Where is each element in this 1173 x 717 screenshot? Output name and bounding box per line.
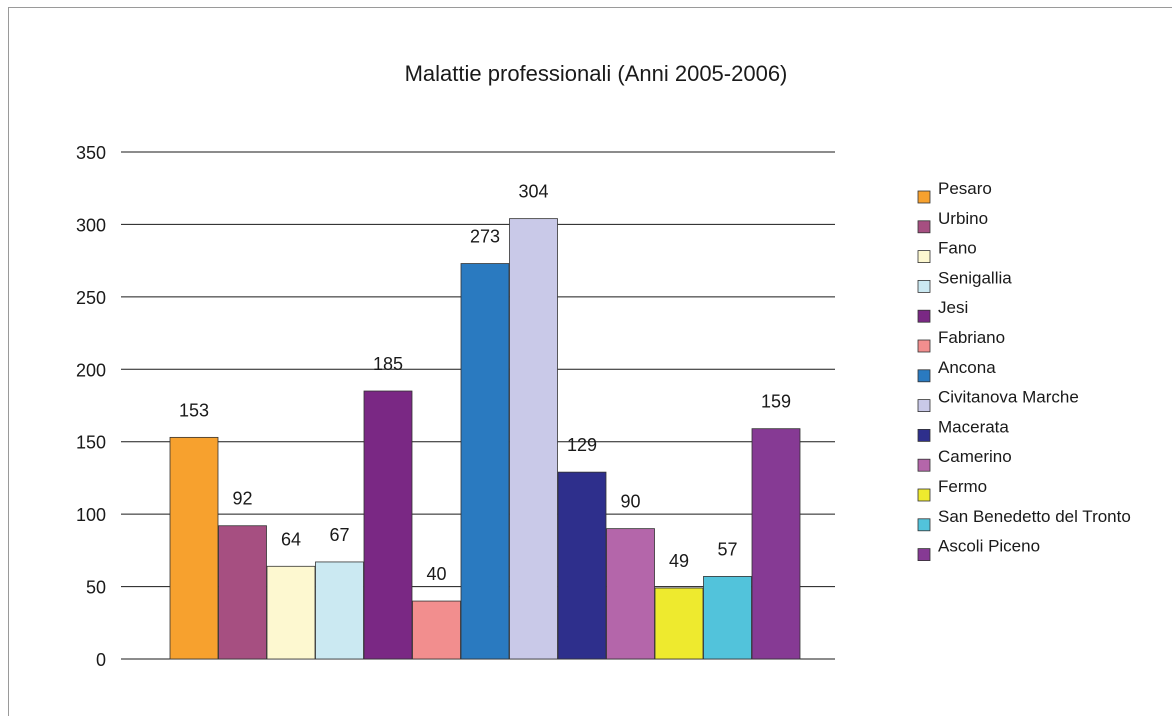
data-label: 49 <box>669 551 689 571</box>
data-label: 159 <box>761 392 791 412</box>
y-tick-label: 50 <box>86 578 106 598</box>
legend-label: Fano <box>938 239 977 258</box>
data-label: 57 <box>717 539 737 559</box>
data-label: 90 <box>620 492 640 512</box>
data-labels: 153 92 64 67 185 40 273 304 129 90 49 57 159 <box>179 182 791 584</box>
data-label: 304 <box>518 182 548 202</box>
bar-fano <box>266 565 316 660</box>
legend-swatch <box>917 190 931 204</box>
y-tick-label: 100 <box>76 505 106 525</box>
data-label: 64 <box>281 529 301 549</box>
bar-san-benedetto-del-tronto <box>703 576 752 660</box>
y-tick-label: 150 <box>76 433 106 453</box>
legend-label: Fabriano <box>938 328 1005 347</box>
legend-label: Civitanova Marche <box>938 388 1079 407</box>
bar-urbino <box>218 525 267 660</box>
y-tick-label: 300 <box>76 215 106 235</box>
legend-label: Camerino <box>938 447 1012 466</box>
y-tick-label: 0 <box>96 650 106 670</box>
legend-swatch <box>917 488 931 502</box>
data-label: 129 <box>567 435 597 455</box>
bars <box>169 218 801 660</box>
legend-label: Fermo <box>938 477 987 496</box>
y-tick-label: 250 <box>76 288 106 308</box>
bar-civitanova-marche <box>509 218 558 660</box>
bar-fermo <box>654 587 704 660</box>
legend-swatch <box>917 428 931 442</box>
legend-label: Ascoli Piceno <box>938 537 1040 556</box>
legend-label: Senigallia <box>938 268 1012 287</box>
legend-swatch <box>917 458 931 472</box>
data-label: 67 <box>329 525 349 545</box>
legend-swatch <box>917 518 931 532</box>
legend-swatch <box>917 309 931 323</box>
bar-macerata <box>557 471 607 660</box>
legend-swatch <box>917 250 931 264</box>
data-label: 273 <box>470 227 500 247</box>
y-tick-label: 350 <box>76 143 106 163</box>
legend-swatch <box>917 339 931 353</box>
bar-jesi <box>363 390 413 660</box>
legend-swatch <box>917 369 931 383</box>
legend-swatch <box>917 548 931 561</box>
legend-label: Ancona <box>938 358 996 377</box>
y-tick-label: 200 <box>76 360 106 380</box>
legend-swatch <box>917 399 931 413</box>
legend-label: Urbino <box>938 209 988 228</box>
legend-label: Jesi <box>938 298 968 317</box>
legend-swatch <box>917 220 931 234</box>
bar-pesaro <box>169 436 219 660</box>
bar-fabriano <box>412 600 461 660</box>
legend: Pesaro Urbino Fano Senigallia Jesi Fabriano An… <box>917 179 1131 561</box>
data-label: 92 <box>232 489 252 509</box>
chart-frame <box>8 7 1172 716</box>
data-label: 153 <box>179 400 209 420</box>
legend-label: Macerata <box>938 417 1009 436</box>
legend-label: San Benedetto del Tronto <box>938 507 1131 526</box>
bar-camerino <box>606 528 655 660</box>
bar-senigallia <box>315 561 364 660</box>
chart-title: Malattie professionali (Anni 2005-2006) <box>405 61 788 86</box>
data-label: 185 <box>373 354 403 374</box>
y-axis-ticks: 0 50 100 150 200 250 300 350 <box>76 143 106 670</box>
legend-label: Pesaro <box>938 179 992 198</box>
legend-swatch <box>917 279 931 293</box>
bar-ancona <box>460 263 510 660</box>
data-label: 40 <box>426 564 446 584</box>
bar-ascoli-piceno <box>751 428 801 660</box>
